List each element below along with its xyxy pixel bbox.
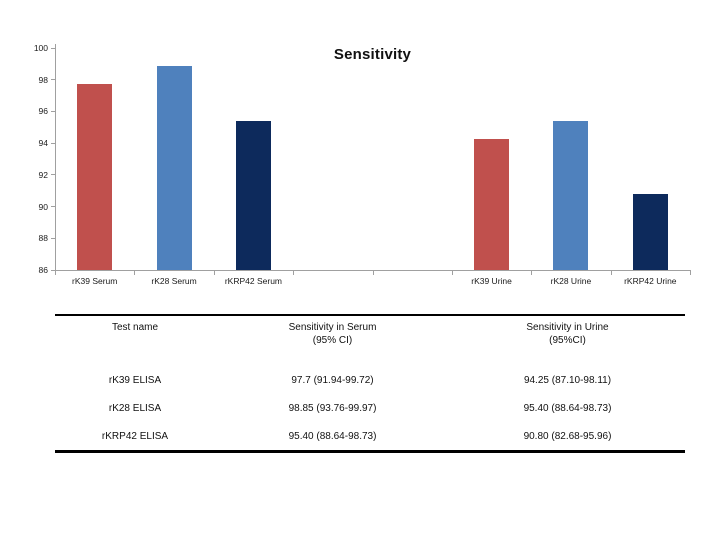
x-tick-mark <box>531 271 533 275</box>
x-category-label-rk28-urine: rK28 Urine <box>550 276 592 286</box>
x-axis-line <box>51 270 691 271</box>
table-header-row: Test name Sensitivity in Serum (95% CI) Sen… <box>55 316 685 346</box>
table-cell-serum: 97.7 (91.94-99.72) <box>291 374 374 386</box>
table-header-title: Test name <box>111 322 159 333</box>
bar-rk28-serum <box>156 66 192 270</box>
sensitivity-bar-chart: Sensitivity 100 98 96 94 92 90 88 86 rK39 Serum r… <box>33 43 691 286</box>
x-category-label-rk39-urine: rK39 Urine <box>471 276 512 286</box>
x-tick-mark <box>372 271 374 275</box>
table-header-title: Sensitivity in Serum <box>288 322 377 333</box>
results-table: Test name Sensitivity in Serum (95% CI) Sen… <box>55 314 685 453</box>
bar-rk28-urine <box>553 120 589 270</box>
x-tick-mark <box>293 271 295 275</box>
x-tick-mark <box>690 271 691 275</box>
table-cell-urine: 90.80 (82.68-95.96) <box>523 430 612 442</box>
table-cell-urine: 95.40 (88.64-98.73) <box>523 402 612 414</box>
y-tick-mark <box>51 237 55 239</box>
x-category-label-rk28-serum: rK28 Serum <box>151 276 197 286</box>
table-header-title: Sensitivity in Urine <box>526 322 609 333</box>
bar-rkrp42-serum <box>235 120 271 270</box>
y-tick-label: 88 <box>38 233 48 244</box>
bar-rk39-urine <box>474 139 510 270</box>
y-tick-label: 100 <box>33 43 48 53</box>
y-tick-mark <box>51 269 55 271</box>
y-tick-mark <box>51 47 55 49</box>
y-tick-label: 92 <box>38 169 48 180</box>
y-tick-label: 86 <box>38 265 48 275</box>
x-tick-mark <box>55 271 56 275</box>
y-tick-label: 90 <box>38 201 48 212</box>
y-tick-label: 96 <box>38 106 48 117</box>
y-tick-mark <box>51 174 55 176</box>
table-row-rk28-elisa: rK28 ELISA 98.85 (93.76-99.97) 95.40 (88.6… <box>55 394 685 422</box>
table-cell-test: rK39 ELISA <box>108 374 162 386</box>
y-tick-mark <box>51 206 55 208</box>
bar-rk39-serum <box>77 84 113 270</box>
table-body: rK39 ELISA 97.7 (91.94-99.72) 94.25 (87.10… <box>55 366 685 450</box>
y-tick-label: 94 <box>38 138 48 149</box>
table-cell-serum: 98.85 (93.76-99.97) <box>288 402 377 414</box>
table-row-rk39-elisa: rK39 ELISA 97.7 (91.94-99.72) 94.25 (87.10… <box>55 366 685 394</box>
table-cell-serum: 95.40 (88.64-98.73) <box>288 430 377 442</box>
table-cell-test: rKRP42 ELISA <box>101 430 169 442</box>
chart-title: Sensitivity <box>333 46 412 63</box>
y-tick-mark <box>51 142 55 144</box>
y-tick-mark <box>51 110 55 112</box>
table-header-subtitle: (95%CI) <box>549 335 586 346</box>
table-header-col-sensitivity-in-serum: Sensitivity in Serum (95% CI) <box>215 322 450 346</box>
x-category-label-rkrp42-serum: rKRP42 Serum <box>224 276 283 286</box>
table-header-col-test-name: Test name <box>55 322 215 346</box>
y-axis-line <box>55 44 56 271</box>
x-tick-mark <box>134 271 136 275</box>
table-row-rkrp42-elisa: rKRP42 ELISA 95.40 (88.64-98.73) 90.80 (82… <box>55 422 685 450</box>
x-tick-mark <box>451 271 453 275</box>
x-category-label-rkrp42-urine: rKRP42 Urine <box>624 276 677 286</box>
table-cell-urine: 94.25 (87.10-98.11) <box>523 374 612 386</box>
x-tick-mark <box>213 271 215 275</box>
y-tick-label: 98 <box>38 74 48 85</box>
x-category-label-rk39-serum: rK39 Serum <box>72 276 118 286</box>
y-tick-mark <box>51 79 55 81</box>
table-header-subtitle: (95% CI) <box>312 335 353 346</box>
x-tick-mark <box>610 271 612 275</box>
table-cell-test: rK28 ELISA <box>108 402 162 414</box>
table-header-col-sensitivity-in-urine: Sensitivity in Urine (95%CI) <box>450 322 685 346</box>
bar-rkrp42-urine <box>632 193 668 270</box>
